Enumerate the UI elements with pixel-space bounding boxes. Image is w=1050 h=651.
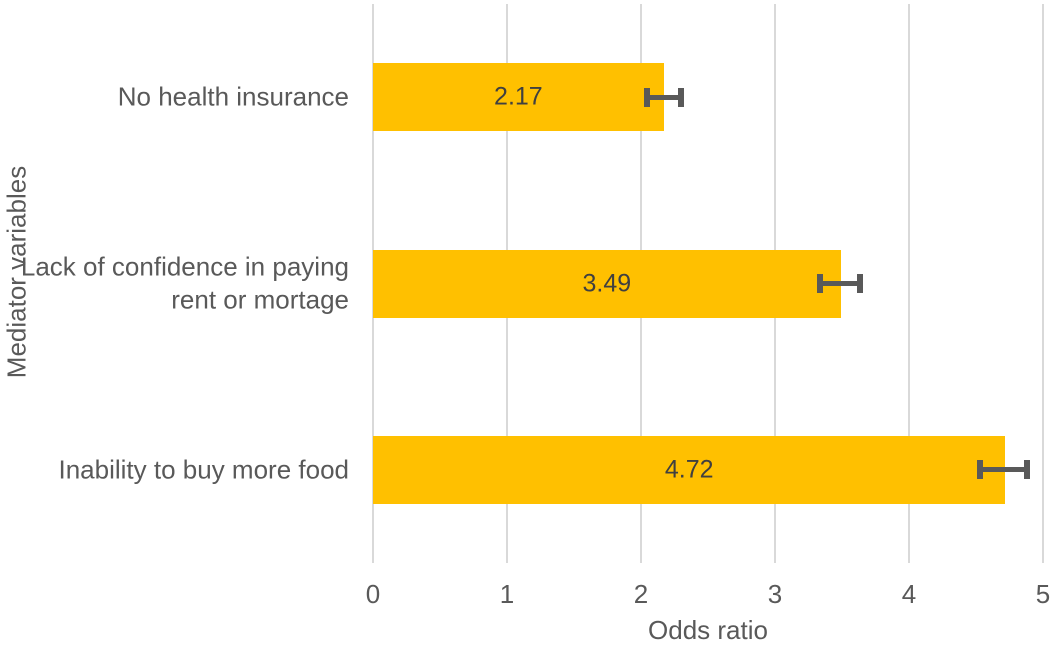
category-label: Inability to buy more food: [58, 454, 350, 485]
error-bar-cap-left: [816, 274, 823, 293]
bar-value-label: 2.17: [494, 82, 543, 111]
bar: 2.17: [373, 63, 664, 132]
bar-value-label: 3.49: [582, 269, 632, 297]
error-bar-cap-right: [677, 87, 684, 107]
category-label: Lack of confidence in paying rent or mor…: [20, 251, 349, 315]
error-bar-line: [643, 94, 684, 100]
plot-area: 2.17 3.49 4.72: [372, 4, 1044, 563]
gridline: [1042, 4, 1044, 563]
category-label: No health insurance: [117, 81, 349, 112]
bar: 3.49: [373, 249, 841, 318]
x-tick-label: 2: [633, 579, 649, 609]
bar: 4.72: [373, 435, 1006, 504]
category-axis-labels: No health insurance Lack of confidence in…: [0, 0, 361, 563]
x-tick-label: 4: [901, 579, 917, 609]
x-tick-label: 5: [1035, 579, 1050, 609]
error-bar-cap-right: [1023, 460, 1030, 480]
error-bar-cap-left: [977, 460, 984, 480]
error-bar-line: [977, 467, 1030, 473]
x-tick-label: 1: [499, 579, 515, 609]
x-tick-label: 3: [767, 579, 783, 609]
error-bar-cap-right: [857, 274, 864, 293]
gridline: [908, 4, 910, 563]
error-bar-line: [816, 281, 864, 286]
x-tick-label: 0: [365, 579, 381, 609]
error-bar-cap-left: [643, 87, 650, 107]
x-axis-title: Odds ratio: [648, 615, 768, 645]
bar-value-label: 4.72: [664, 455, 714, 484]
